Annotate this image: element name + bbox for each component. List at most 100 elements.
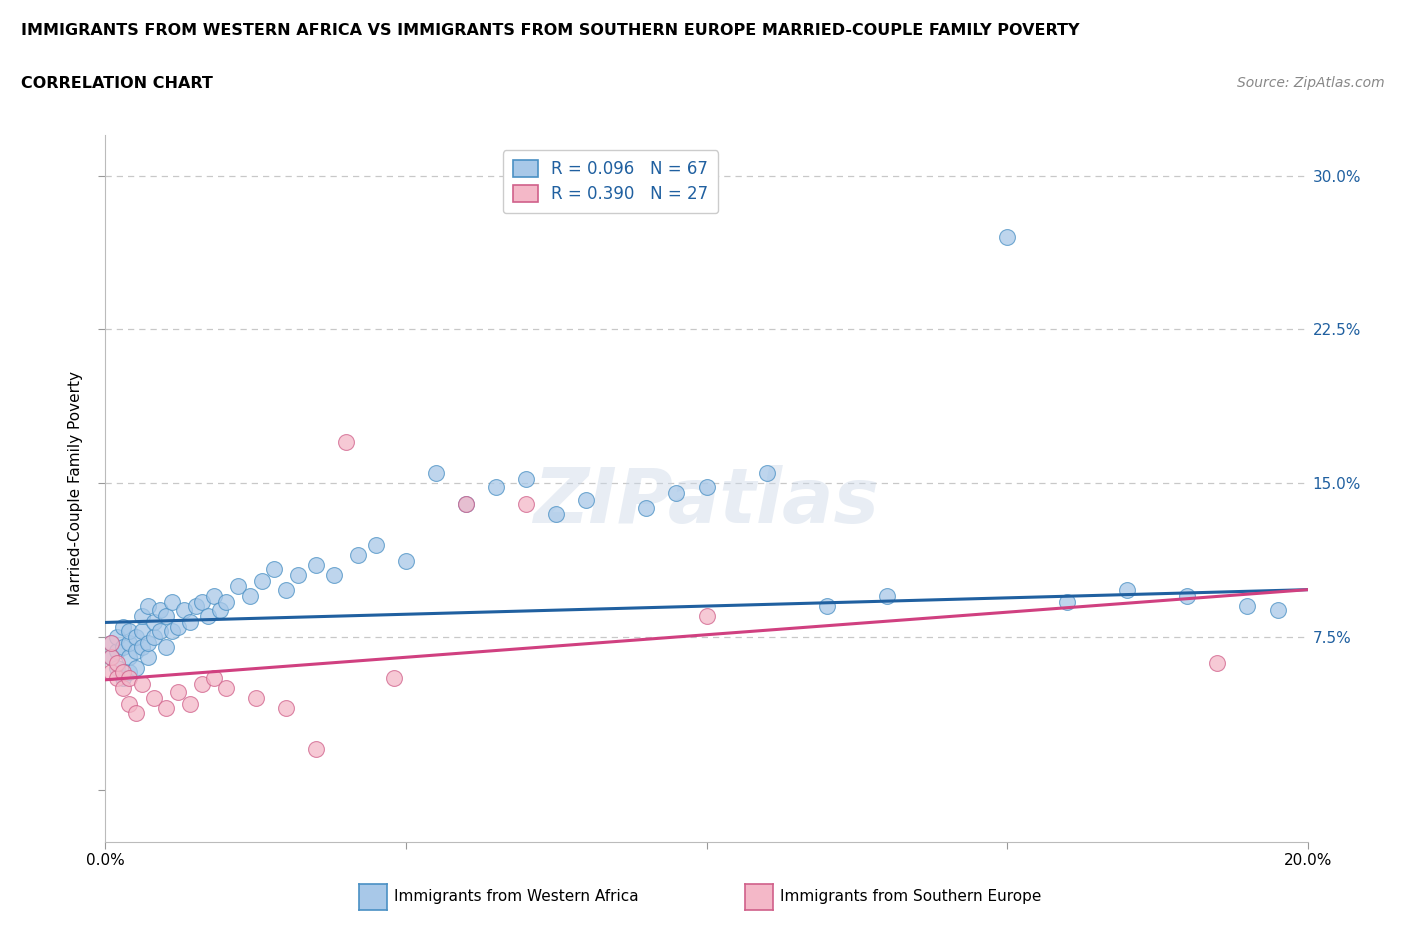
- Point: [118, 623, 141, 638]
- Point: [287, 568, 309, 583]
- Point: [118, 697, 141, 711]
- Point: [184, 599, 207, 614]
- Point: [305, 558, 328, 573]
- Point: [1236, 599, 1258, 614]
- Point: [173, 603, 195, 618]
- Point: [112, 619, 135, 634]
- Point: [112, 671, 135, 685]
- Point: [124, 705, 146, 720]
- Point: [214, 681, 236, 696]
- Point: [1206, 656, 1229, 671]
- Point: [179, 615, 201, 630]
- Point: [124, 644, 146, 658]
- Point: [155, 701, 177, 716]
- Text: Immigrants from Western Africa: Immigrants from Western Africa: [394, 889, 638, 904]
- Point: [118, 671, 141, 685]
- Point: [112, 681, 135, 696]
- Point: [546, 507, 568, 522]
- Point: [515, 472, 537, 486]
- Text: ZIPatlas: ZIPatlas: [533, 465, 880, 539]
- Text: Immigrants from Southern Europe: Immigrants from Southern Europe: [780, 889, 1042, 904]
- Point: [1175, 589, 1198, 604]
- Point: [112, 664, 135, 679]
- Point: [202, 589, 225, 604]
- Y-axis label: Married-Couple Family Poverty: Married-Couple Family Poverty: [67, 371, 83, 605]
- Point: [214, 594, 236, 609]
- Point: [142, 630, 165, 644]
- Point: [1056, 594, 1078, 609]
- Point: [107, 671, 129, 685]
- Point: [876, 589, 898, 604]
- Point: [454, 497, 477, 512]
- Point: [755, 465, 778, 480]
- Point: [274, 701, 297, 716]
- Point: [100, 635, 122, 650]
- Point: [131, 609, 153, 624]
- Point: [322, 568, 344, 583]
- Point: [131, 676, 153, 691]
- Point: [155, 609, 177, 624]
- Point: [100, 664, 122, 679]
- Point: [1116, 582, 1139, 597]
- Point: [190, 676, 212, 691]
- Point: [575, 492, 598, 507]
- Point: [142, 691, 165, 706]
- Point: [515, 497, 537, 512]
- Point: [118, 650, 141, 665]
- Point: [263, 562, 285, 577]
- Text: Source: ZipAtlas.com: Source: ZipAtlas.com: [1237, 76, 1385, 90]
- Point: [136, 599, 159, 614]
- Point: [335, 434, 357, 449]
- Point: [136, 635, 159, 650]
- Point: [166, 619, 188, 634]
- Point: [226, 578, 249, 593]
- Point: [245, 691, 267, 706]
- Point: [131, 623, 153, 638]
- Point: [166, 684, 188, 699]
- Legend: R = 0.096   N = 67, R = 0.390   N = 27: R = 0.096 N = 67, R = 0.390 N = 27: [502, 151, 718, 213]
- Point: [395, 553, 418, 568]
- Point: [636, 500, 658, 515]
- Point: [485, 480, 508, 495]
- Point: [131, 640, 153, 655]
- Point: [208, 603, 231, 618]
- Point: [382, 671, 405, 685]
- Point: [197, 609, 219, 624]
- Point: [305, 742, 328, 757]
- Point: [124, 630, 146, 644]
- Point: [160, 594, 183, 609]
- Point: [815, 599, 838, 614]
- Point: [118, 664, 141, 679]
- Point: [107, 630, 129, 644]
- Point: [347, 548, 370, 563]
- Text: IMMIGRANTS FROM WESTERN AFRICA VS IMMIGRANTS FROM SOUTHERN EUROPE MARRIED-COUPLE: IMMIGRANTS FROM WESTERN AFRICA VS IMMIGR…: [21, 23, 1080, 38]
- Point: [425, 465, 447, 480]
- Point: [665, 486, 688, 501]
- Point: [454, 497, 477, 512]
- Point: [995, 230, 1018, 245]
- Point: [148, 603, 170, 618]
- Text: CORRELATION CHART: CORRELATION CHART: [21, 76, 212, 91]
- Point: [364, 538, 387, 552]
- Point: [1267, 603, 1289, 618]
- Point: [107, 660, 129, 675]
- Point: [190, 594, 212, 609]
- Point: [100, 650, 122, 665]
- Point: [107, 656, 129, 671]
- Point: [160, 623, 183, 638]
- Point: [179, 697, 201, 711]
- Point: [100, 635, 122, 650]
- Point: [112, 640, 135, 655]
- Point: [696, 609, 718, 624]
- Point: [107, 644, 129, 658]
- Point: [239, 589, 262, 604]
- Point: [124, 660, 146, 675]
- Point: [696, 480, 718, 495]
- Point: [100, 650, 122, 665]
- Point: [148, 623, 170, 638]
- Point: [118, 635, 141, 650]
- Point: [274, 582, 297, 597]
- Point: [142, 615, 165, 630]
- Point: [250, 574, 273, 589]
- Point: [136, 650, 159, 665]
